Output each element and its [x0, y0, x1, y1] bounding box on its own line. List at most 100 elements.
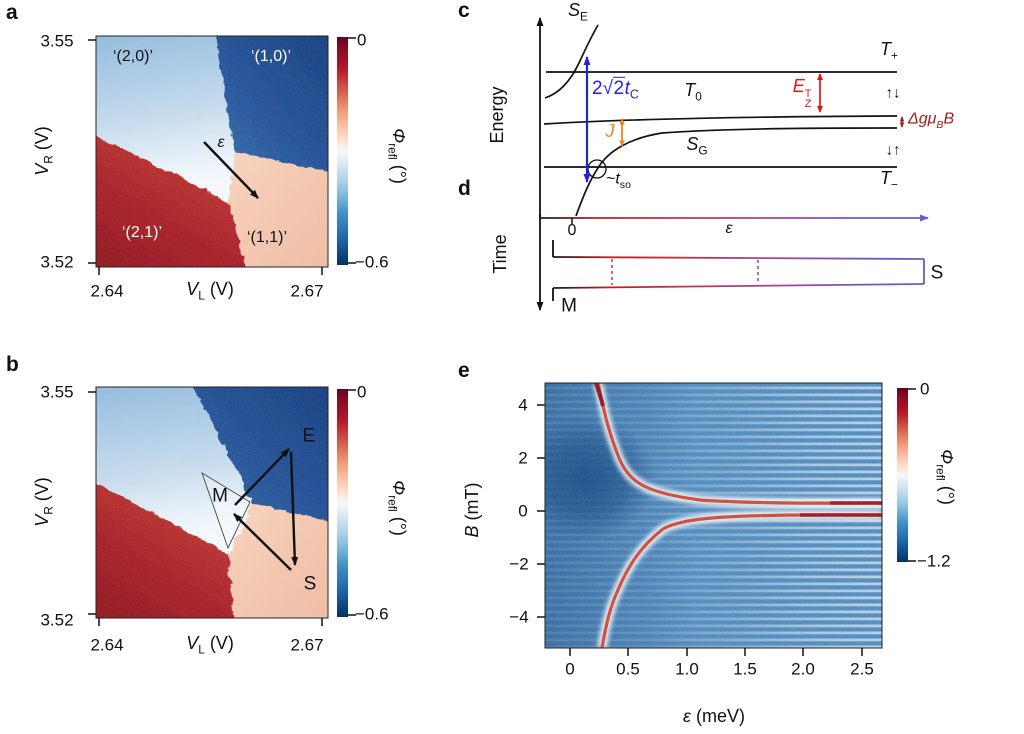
panel-label-c: c: [458, 0, 470, 22]
e-colorbar-min: −1.2: [917, 551, 951, 571]
b-unit: (mT): [462, 482, 482, 526]
e-colorbar-max: 0: [920, 379, 930, 399]
b-xtick-min: 2.64: [90, 635, 124, 655]
tc-coef: 2: [592, 77, 603, 99]
arrow-m-to-e: [234, 448, 290, 506]
b-colorbar-label: Φrefl (°): [385, 480, 410, 536]
eps-unit: (meV): [690, 706, 745, 726]
s-ground-label: SG: [686, 135, 707, 157]
arrow-s-to-m: [233, 513, 292, 571]
e-xtick-10: 1.0: [675, 659, 699, 679]
e-xtick-0: 0: [565, 659, 575, 679]
t-symbol: T: [880, 167, 892, 188]
x-symbol: V: [186, 632, 199, 653]
phi-sub: refl: [933, 464, 948, 481]
d-separation-label: S: [930, 262, 944, 284]
delta-g-label: ΔgμBB: [908, 110, 955, 131]
b-symbol: B: [462, 525, 482, 538]
panel-label-d: d: [458, 177, 471, 200]
t-symbol: T: [880, 38, 892, 59]
s-symbol: S: [686, 133, 699, 154]
a-xtick-max: 2.67: [290, 281, 324, 301]
tc-root: √: [602, 77, 614, 99]
a-x-axis-label: VL (V): [186, 280, 234, 302]
phi-sub: refl: [385, 495, 400, 512]
s-sub: E: [580, 9, 588, 24]
x-unit: (V): [204, 632, 234, 653]
arrow-e-to-s: [289, 451, 299, 566]
d-measure-label: M: [561, 295, 577, 317]
e-ytick-m4: −4: [509, 607, 529, 627]
e-xtick-05: 0.5: [616, 659, 640, 679]
e-xtick-20: 2.0: [791, 659, 815, 679]
a-colorbar-max: 0: [357, 30, 367, 50]
s-excited-label: SE: [568, 1, 588, 23]
region-label-2-1: ‘(2,1)’: [121, 224, 163, 241]
region-label-2-0: ‘(2,0)’: [112, 48, 154, 65]
x-unit: (V): [204, 278, 234, 299]
s-sub: G: [698, 143, 708, 158]
phi-unit: (°): [937, 480, 958, 505]
pulse-bottom-line: [552, 283, 925, 289]
tunnel-coupling-label: 2√2tC: [592, 76, 639, 102]
tc-sub: C: [629, 87, 639, 102]
tso-symbol: t: [615, 170, 620, 188]
spin-orbit-label: ~tso: [606, 170, 631, 191]
e-ytick-4: 4: [518, 395, 528, 415]
e-ytick-m2: −2: [509, 554, 529, 574]
b-y-axis-label: VR (V): [31, 477, 56, 527]
t-sub: −: [891, 177, 898, 192]
phi-symbol: Φ: [389, 128, 410, 144]
colorbar-e: [897, 388, 916, 562]
panel-b-heatmap: [88, 386, 329, 626]
d-zero-tick: 0: [567, 222, 577, 239]
a-ytick-min: 3.52: [40, 252, 74, 272]
t-zero-level: [543, 115, 898, 125]
t-sub: 0: [695, 89, 702, 104]
panel-c-diagram: [536, 17, 905, 218]
s-ground-curve: [575, 127, 898, 217]
y-symbol-sub: R: [41, 155, 56, 164]
dg-mu: μ: [927, 110, 937, 128]
s-excited-curve: [544, 24, 599, 99]
b-xtick-max: 2.67: [290, 635, 324, 655]
t-symbol: T: [684, 79, 696, 100]
phi-unit: (°): [389, 159, 410, 184]
region-label-1-1: ‘(1,1)’: [246, 229, 288, 246]
y-unit: (V): [31, 126, 52, 156]
ez-sub: Z: [804, 97, 812, 110]
dg-mu-sub: B: [936, 118, 944, 131]
region-label-1-0: ‘(1,0)’: [250, 48, 292, 65]
panel-label-e: e: [458, 359, 470, 382]
b-x-axis-label: VL (V): [186, 634, 234, 656]
dg-a: Δg: [908, 110, 928, 128]
y-symbol: V: [31, 514, 52, 527]
x-symbol: V: [186, 278, 199, 299]
a-colorbar-label: Φrefl (°): [385, 128, 410, 184]
phi-sub: refl: [385, 143, 400, 160]
e-ytick-0: 0: [518, 501, 528, 521]
colorbar-b: [337, 389, 356, 617]
e-xtick-15: 1.5: [733, 659, 757, 679]
point-label-e: E: [302, 425, 316, 447]
s-symbol: S: [568, 0, 581, 20]
b-ytick-max: 3.55: [40, 382, 74, 402]
detuning-arrow: [203, 141, 259, 199]
dg-b-field: B: [943, 110, 955, 128]
eps-symbol: ε: [683, 706, 691, 726]
phi-symbol: Φ: [389, 480, 410, 496]
ez-sup: T: [804, 87, 812, 100]
panel-e-heatmap: [537, 382, 883, 656]
e-ytick-2: 2: [518, 448, 528, 468]
t-minus-label: T−: [880, 169, 898, 191]
pulse-triangle-outline: [201, 471, 251, 550]
energy-axis-label: Energy: [487, 86, 507, 144]
a-detuning-label: ε: [217, 134, 225, 151]
a-ytick-max: 3.55: [40, 31, 74, 51]
x-symbol-sub: L: [198, 288, 205, 303]
panel-label-a: a: [6, 1, 18, 24]
y-symbol-sub: R: [41, 506, 56, 515]
t-sub: +: [891, 48, 898, 63]
